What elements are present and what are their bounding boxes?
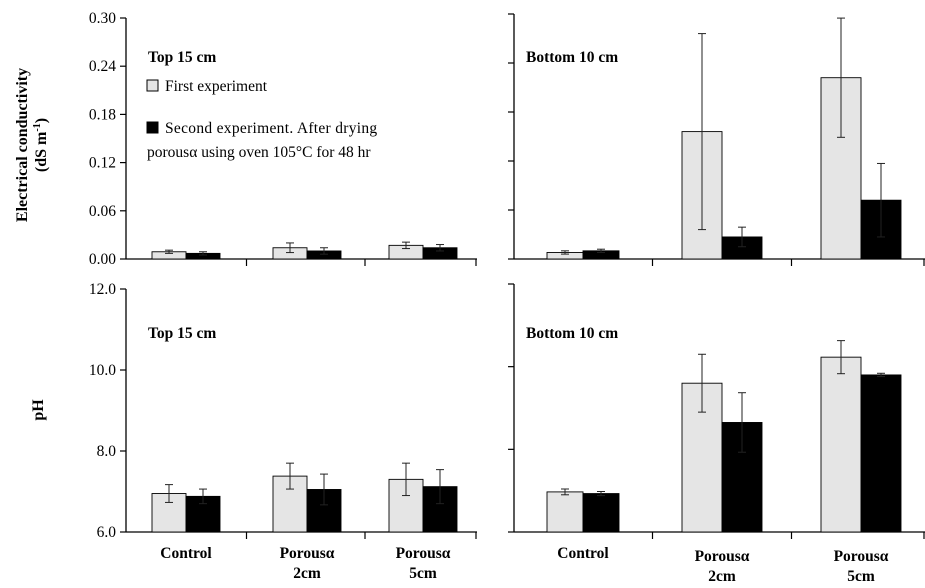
panels: 0.00 0.06 0.12 0.18 0.24 0.30 Top 15 cm Bottom … <box>89 10 925 541</box>
legend-label-first: First experiment <box>165 78 268 95</box>
ph-top-ytick-label-1: 8.0 <box>97 443 117 460</box>
ph-top-ytick-label-2: 10.0 <box>89 362 116 379</box>
xlabel-left-2-line1: Porousα <box>396 545 451 562</box>
ec-top-title: Top 15 cm <box>148 49 216 66</box>
ec-top-ytick-label-3: 0.18 <box>89 106 116 123</box>
ph-bottom-bar-s2-c2 <box>860 374 902 533</box>
xlabel-right-2-line1: Porousα <box>834 548 889 565</box>
ec-top-ytick-label-4: 0.24 <box>89 58 116 75</box>
ph-ylabel: pH <box>30 399 47 421</box>
legend-label-second-line2: porousα using oven 105°C for 48 hr <box>147 144 371 161</box>
ec-ylabel: Electrical conductivity (dS m-1) <box>14 68 50 222</box>
xlabel-left-2-line2: 5cm <box>409 565 437 582</box>
x-labels-left: Control Porousα 2cm Porousα 5cm <box>160 545 450 582</box>
xlabel-left-0-line1: Control <box>160 545 212 562</box>
ec-top-ytick-label-0: 0.00 <box>89 251 116 268</box>
ec-top-panel: 0.00 0.06 0.12 0.18 0.24 0.30 Top 15 cm <box>89 10 477 268</box>
legend-item-second: Second experiment. After drying porousα … <box>146 120 377 161</box>
ph-ylabel-text: pH <box>30 399 47 421</box>
ph-top-ytick-label-0: 6.0 <box>97 524 117 541</box>
ph-top-title: Top 15 cm <box>148 325 216 342</box>
ec-ylabel-line1: Electrical conductivity <box>14 68 31 222</box>
ec-bottom-title: Bottom 10 cm <box>526 49 618 66</box>
xlabel-left-1-line1: Porousα <box>280 545 335 562</box>
legend-swatch-second <box>146 121 159 134</box>
xlabel-right-1-line2: 2cm <box>708 568 736 585</box>
ec-bottom-panel: Bottom 10 cm <box>508 13 925 266</box>
ph-bottom-title: Bottom 10 cm <box>526 325 618 342</box>
ec-top-ytick-label-5: 0.30 <box>89 10 116 27</box>
ph-bottom-bar-s1-c2 <box>820 356 862 533</box>
ph-top-panel: 6.0 8.0 10.0 12.0 Top 15 cm <box>89 281 477 541</box>
ec-ylabel-line2: (dS m-1) <box>32 118 50 172</box>
xlabel-right-0-line1: Control <box>557 545 609 562</box>
legend: First experiment Second experiment. Afte… <box>146 78 377 161</box>
x-labels-right: Control Porousα 2cm Porousα 5cm <box>557 545 888 585</box>
ph-bottom-bar-s1-c0 <box>546 491 584 533</box>
ec-top-ytick-label-1: 0.06 <box>89 203 116 220</box>
ph-bottom-panel: Bottom 10 cm <box>508 283 925 539</box>
ph-bottom-bar-s2-c0 <box>582 493 620 533</box>
ph-top-ytick-label-3: 12.0 <box>89 281 116 298</box>
legend-label-second-line1: Second experiment. After drying <box>165 120 377 137</box>
xlabel-right-1-line1: Porousα <box>695 548 750 565</box>
xlabel-left-1-line2: 2cm <box>293 565 321 582</box>
legend-swatch-first <box>146 79 159 92</box>
xlabel-right-2-line2: 5cm <box>847 568 875 585</box>
legend-item-first: First experiment <box>146 78 268 95</box>
ec-top-ytick-label-2: 0.12 <box>89 155 116 172</box>
